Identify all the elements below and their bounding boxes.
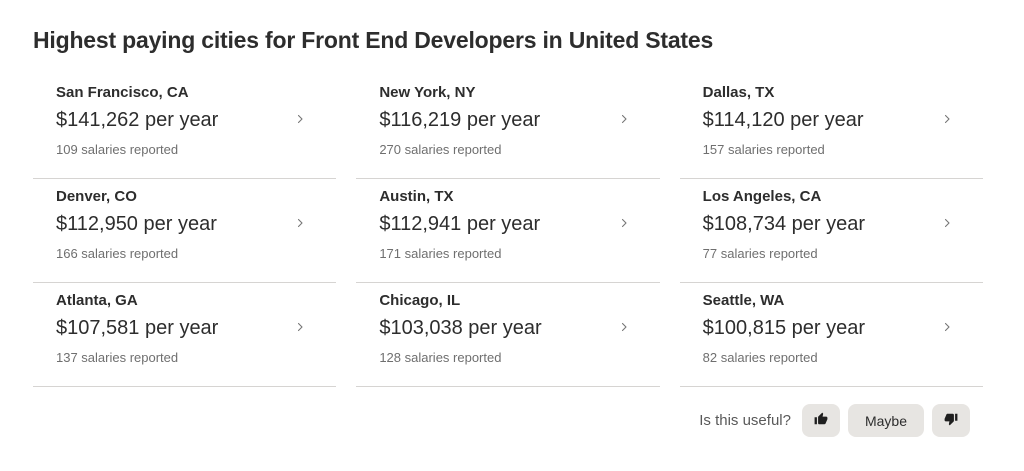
salary-value: $112,950 per year: [56, 213, 217, 235]
city-name: Denver, CO: [56, 188, 137, 205]
thumbs-up-button[interactable]: [801, 404, 840, 437]
thumbs-down-icon: [944, 412, 958, 429]
city-name: Seattle, WA: [702, 292, 785, 309]
is-this-useful-label: Is this useful?: [699, 412, 791, 429]
salary-value: $114,120 per year: [702, 109, 864, 131]
chevron-right-icon[interactable]: [618, 113, 630, 125]
feedback-bar: Is this useful? Maybe: [33, 404, 983, 437]
city-name: Chicago, IL: [379, 292, 461, 309]
salaries-reported: 166 salaries reported: [56, 246, 179, 261]
chevron-right-icon[interactable]: [941, 113, 953, 125]
salary-value: $108,734 per year: [702, 213, 865, 235]
city-name: Dallas, TX: [702, 84, 775, 101]
city-name: New York, NY: [379, 84, 476, 101]
city-salary-card[interactable]: San Francisco, CA $141,262 per year 109 …: [33, 75, 337, 179]
salary-value: $100,815 per year: [702, 317, 865, 339]
salary-value: $141,262 per year: [56, 109, 219, 131]
chevron-right-icon[interactable]: [941, 217, 953, 229]
city-name: Los Angeles, CA: [702, 188, 822, 205]
city-salary-card[interactable]: Atlanta, GA $107,581 per year 137 salari…: [33, 283, 337, 387]
chevron-right-icon[interactable]: [618, 321, 630, 333]
salaries-reported: 77 salaries reported: [702, 246, 818, 261]
city-salary-card[interactable]: Chicago, IL $103,038 per year 128 salari…: [356, 283, 660, 387]
city-salary-card[interactable]: Denver, CO $112,950 per year 166 salarie…: [33, 179, 337, 283]
salaries-reported: 270 salaries reported: [379, 142, 502, 157]
salaries-reported: 157 salaries reported: [702, 142, 825, 157]
salaries-reported: 137 salaries reported: [56, 350, 179, 365]
salaries-reported: 82 salaries reported: [702, 350, 818, 365]
salary-value: $103,038 per year: [379, 317, 542, 339]
salary-value: $116,219 per year: [379, 109, 541, 131]
city-salary-card[interactable]: Los Angeles, CA $108,734 per year 77 sal…: [679, 179, 983, 283]
salaries-reported: 171 salaries reported: [379, 246, 502, 261]
city-name: Austin, TX: [379, 188, 454, 205]
city-name: San Francisco, CA: [56, 84, 189, 101]
city-salary-card[interactable]: Seattle, WA $100,815 per year 82 salarie…: [679, 283, 983, 387]
chevron-right-icon[interactable]: [618, 217, 630, 229]
city-salary-grid: San Francisco, CA $141,262 per year 109 …: [33, 75, 983, 387]
salaries-reported: 109 salaries reported: [56, 142, 179, 157]
city-salary-card[interactable]: Austin, TX $112,941 per year 171 salarie…: [356, 179, 660, 283]
maybe-button[interactable]: Maybe: [847, 404, 924, 437]
city-salary-card[interactable]: Dallas, TX $114,120 per year 157 salarie…: [679, 75, 983, 179]
salary-value: $107,581 per year: [56, 317, 219, 339]
salary-value: $112,941 per year: [379, 213, 541, 235]
salary-widget: Highest paying cities for Front End Deve…: [0, 27, 1024, 437]
thumbs-up-icon: [814, 412, 828, 429]
city-name: Atlanta, GA: [56, 292, 138, 309]
chevron-right-icon[interactable]: [294, 321, 306, 333]
salaries-reported: 128 salaries reported: [379, 350, 502, 365]
chevron-right-icon[interactable]: [941, 321, 953, 333]
page-title: Highest paying cities for Front End Deve…: [33, 27, 714, 53]
thumbs-down-button[interactable]: [932, 404, 970, 437]
city-salary-card[interactable]: New York, NY $116,219 per year 270 salar…: [356, 75, 660, 179]
chevron-right-icon[interactable]: [294, 113, 306, 125]
chevron-right-icon[interactable]: [294, 217, 306, 229]
